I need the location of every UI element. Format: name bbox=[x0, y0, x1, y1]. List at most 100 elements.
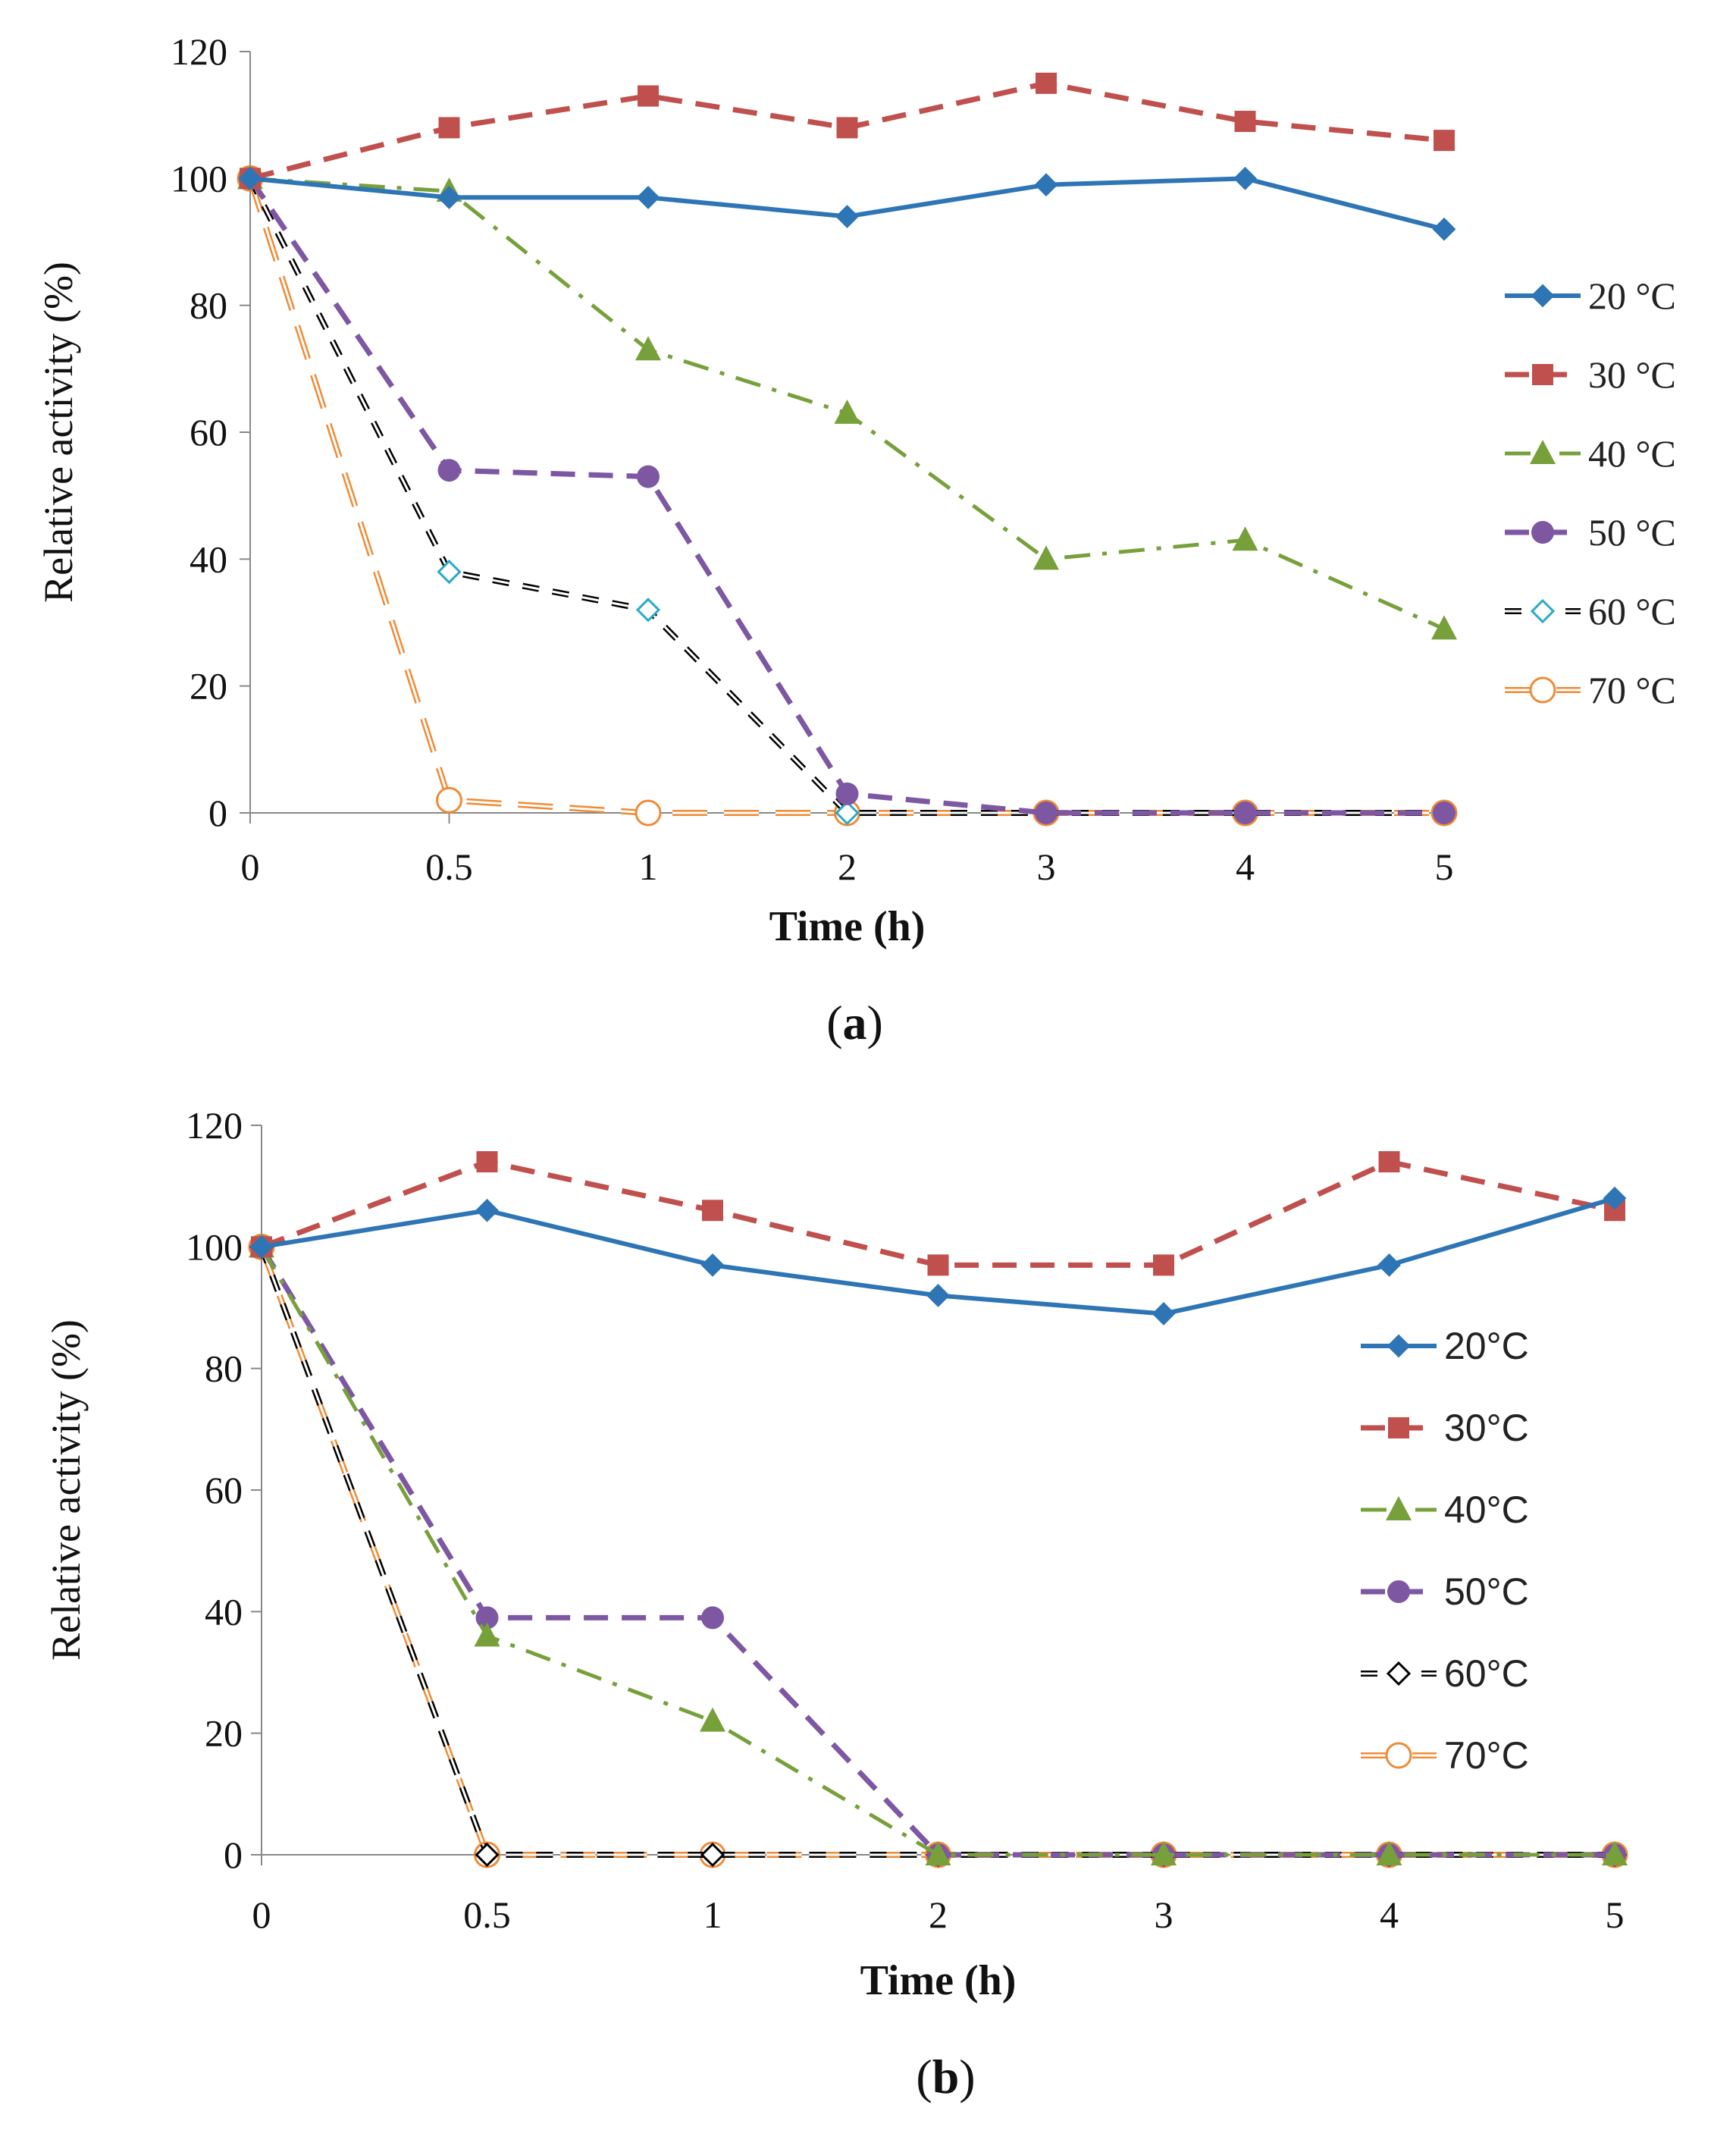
x-tick-label: 2 bbox=[838, 845, 857, 888]
legend-marker bbox=[1530, 598, 1556, 624]
x-tick-label: 3 bbox=[1155, 1893, 1174, 1936]
data-point bbox=[438, 117, 460, 139]
data-point bbox=[834, 399, 860, 424]
legend-label: 50 °C bbox=[1588, 511, 1676, 554]
series-line bbox=[247, 177, 1444, 816]
data-point bbox=[1603, 1186, 1627, 1210]
data-point bbox=[1431, 615, 1457, 640]
legend-entry: 70°C bbox=[1361, 1734, 1529, 1777]
x-tick-label: 0 bbox=[252, 1893, 271, 1936]
legend-entry: 20°C bbox=[1361, 1325, 1529, 1367]
legend-marker bbox=[1531, 284, 1555, 308]
legend-label: 60 °C bbox=[1588, 590, 1676, 632]
legend-marker bbox=[1387, 1334, 1411, 1358]
legend-marker bbox=[1386, 1661, 1412, 1686]
data-point bbox=[702, 1200, 723, 1222]
data-point bbox=[1233, 166, 1257, 190]
series-70C-group bbox=[237, 165, 1458, 827]
data-point bbox=[238, 166, 262, 190]
x-tick-label: 0.5 bbox=[425, 845, 473, 888]
series-line bbox=[259, 1245, 1615, 1858]
series-line bbox=[248, 177, 1444, 816]
legend-label: 40 °C bbox=[1588, 432, 1676, 475]
legend-entry: 40°C bbox=[1361, 1489, 1529, 1531]
panel-label-open: ( bbox=[916, 2050, 932, 2104]
y-tick-label: 80 bbox=[205, 1347, 243, 1390]
data-point bbox=[437, 186, 461, 209]
legend-entry: 30°C bbox=[1361, 1407, 1529, 1449]
legend-entry: 50°C bbox=[1361, 1570, 1529, 1613]
data-point bbox=[1232, 526, 1258, 551]
data-point bbox=[835, 800, 860, 826]
data-point bbox=[1434, 130, 1455, 152]
series-20C-group bbox=[238, 166, 1456, 241]
data-point bbox=[836, 117, 858, 139]
data-point bbox=[1036, 72, 1057, 94]
x-tick-label: 2 bbox=[929, 1893, 948, 1936]
data-point bbox=[1432, 217, 1456, 241]
series-line bbox=[259, 1245, 1615, 1858]
legend-marker bbox=[1532, 364, 1553, 385]
x-tick-label: 0.5 bbox=[463, 1893, 511, 1936]
y-tick-label: 0 bbox=[208, 792, 227, 834]
chart-panel-a: 0 20 40 60 80 100 120 0 0.5 1 2 3 4 5 Time (h) Relative… bbox=[36, 30, 1676, 1049]
legend-entry: 70 °C bbox=[1505, 669, 1676, 711]
y-tick-label: 40 bbox=[205, 1590, 243, 1633]
legend-marker bbox=[1531, 521, 1554, 544]
y-tick-label: 0 bbox=[224, 1834, 243, 1876]
y-tick-label: 80 bbox=[190, 284, 227, 327]
legend-label: 30 °C bbox=[1588, 353, 1676, 396]
legend-marker bbox=[1385, 1742, 1412, 1769]
data-point bbox=[1233, 802, 1257, 824]
data-point bbox=[701, 1606, 724, 1630]
panel-label-open: ( bbox=[826, 996, 842, 1049]
x-tick-label: 4 bbox=[1380, 1893, 1399, 1936]
legend-label: 70°C bbox=[1444, 1734, 1529, 1777]
data-point bbox=[835, 782, 859, 805]
data-point bbox=[635, 336, 661, 361]
x-axis-title: Time (h) bbox=[769, 903, 926, 950]
legend-marker bbox=[1530, 440, 1556, 464]
x-tick-label: 4 bbox=[1236, 845, 1255, 888]
panel-label: (a) bbox=[826, 996, 883, 1049]
data-point bbox=[835, 205, 859, 228]
series-30C-group bbox=[240, 72, 1455, 190]
panel-label-close: ) bbox=[867, 996, 883, 1049]
data-point bbox=[700, 1707, 725, 1732]
legend-marker bbox=[1529, 676, 1556, 704]
panel-label-letter: b bbox=[932, 2050, 960, 2104]
data-point bbox=[1035, 802, 1058, 824]
legend-marker bbox=[1388, 1417, 1409, 1438]
data-point bbox=[700, 1842, 725, 1868]
legend-label: 30°C bbox=[1444, 1407, 1529, 1449]
data-point bbox=[638, 85, 659, 107]
series-line bbox=[259, 1245, 1615, 1858]
legend-label: 50°C bbox=[1444, 1570, 1529, 1613]
panel-label: (b) bbox=[916, 2050, 975, 2104]
x-axis-title: Time (h) bbox=[860, 1957, 1017, 2004]
series-60C-group bbox=[249, 1234, 1628, 1868]
data-point bbox=[1033, 545, 1059, 570]
x-tick-label: 5 bbox=[1606, 1893, 1625, 1936]
y-tick-label: 100 bbox=[186, 1225, 243, 1268]
data-point bbox=[926, 1284, 950, 1307]
series-line bbox=[259, 1246, 1615, 1857]
data-point bbox=[249, 1234, 274, 1259]
y-tick-label: 60 bbox=[205, 1469, 243, 1511]
data-point bbox=[1153, 1254, 1174, 1276]
legend-entry: 50 °C bbox=[1505, 511, 1676, 554]
x-tick-label: 3 bbox=[1037, 845, 1056, 888]
data-point bbox=[1151, 1841, 1177, 1865]
data-point bbox=[474, 1622, 500, 1647]
data-point bbox=[1152, 1302, 1176, 1325]
x-tick-label: 1 bbox=[639, 845, 658, 888]
data-point bbox=[437, 559, 462, 585]
legend-marker bbox=[1386, 1496, 1412, 1520]
y-tick-label: 100 bbox=[171, 157, 227, 199]
legend-entry: 30 °C bbox=[1505, 353, 1676, 396]
data-point bbox=[1602, 1841, 1628, 1865]
data-point bbox=[1377, 1253, 1401, 1277]
legend-marker bbox=[1387, 1580, 1410, 1603]
data-point bbox=[1433, 802, 1456, 824]
